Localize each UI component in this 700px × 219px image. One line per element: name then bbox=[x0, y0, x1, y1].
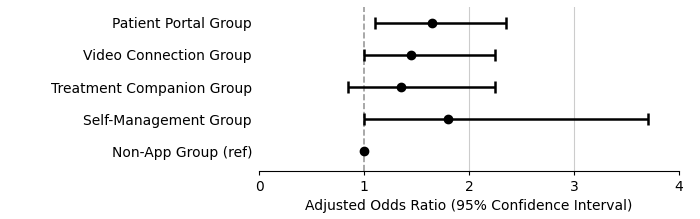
X-axis label: Adjusted Odds Ratio (95% Confidence Interval): Adjusted Odds Ratio (95% Confidence Inte… bbox=[305, 200, 633, 213]
